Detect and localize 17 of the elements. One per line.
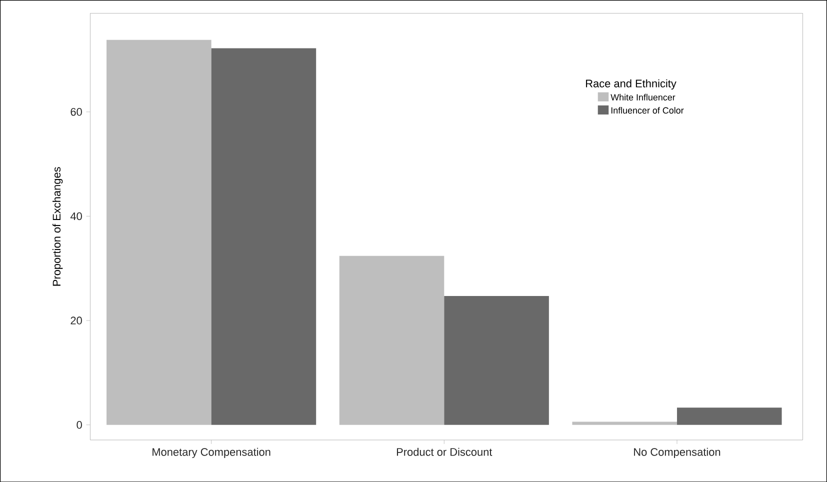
y-axis-title: Proportion of Exchanges: [52, 166, 63, 286]
legend-label: White Influencer: [610, 94, 676, 100]
x-tick-label: Product or Discount: [396, 448, 492, 456]
y-tick-label: 60: [70, 108, 82, 116]
bar: [572, 422, 677, 425]
x-tick-label: Monetary Compensation: [152, 448, 270, 458]
y-tick-label: 0: [76, 420, 82, 429]
bar: [444, 296, 549, 425]
legend-label: Influencer of Color: [611, 106, 684, 114]
legend-title: Race and Ethnicity: [586, 79, 676, 90]
x-tick-label: No Compensation: [634, 448, 720, 458]
bar: [339, 256, 444, 425]
y-tick-label: 40: [70, 212, 82, 220]
y-tick-label: 20: [70, 316, 82, 324]
bar: [211, 48, 316, 425]
bar: [106, 40, 212, 425]
bar: [676, 408, 782, 425]
